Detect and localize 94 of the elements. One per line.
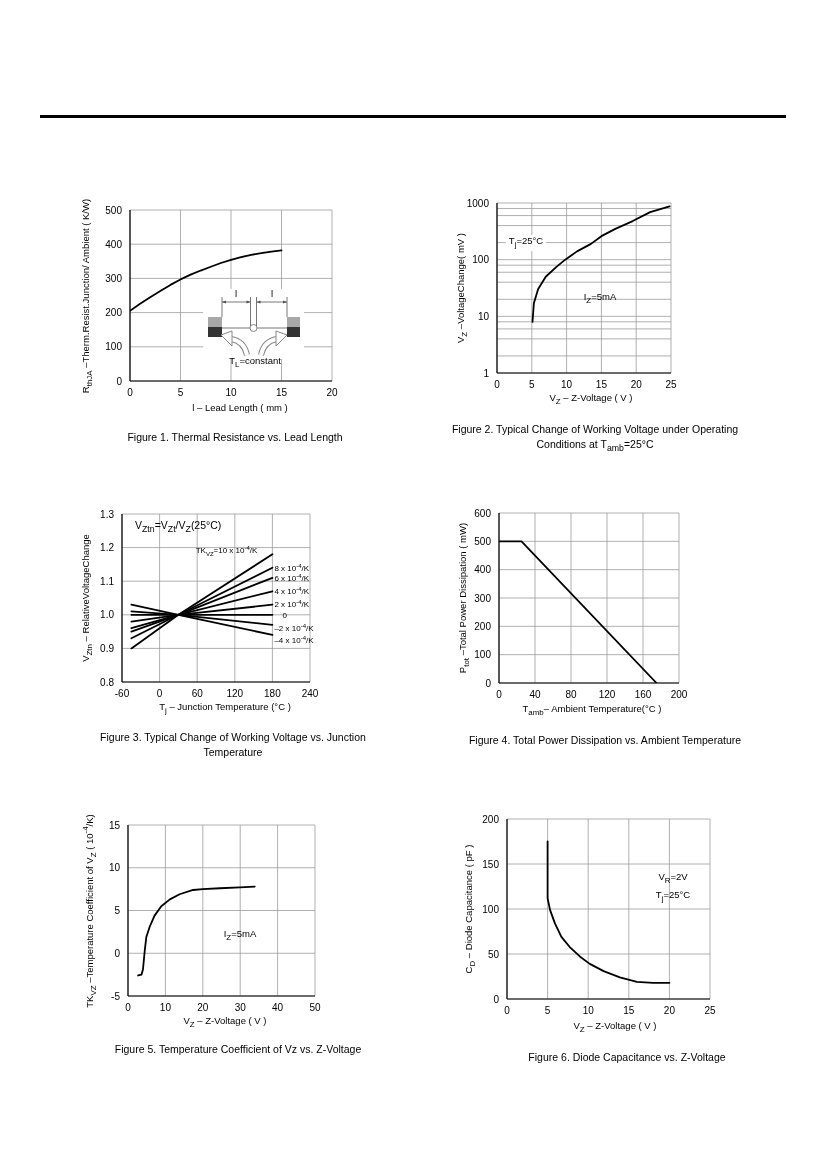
x-axis-title: V$_{Z}$ – Z-Voltage ( V ) — [183, 1015, 267, 1031]
y-tick-label: 10 — [477, 310, 490, 322]
y-tick-label: 0 — [485, 677, 492, 689]
x-tick-label: 20 — [197, 1002, 209, 1014]
x-tick-label: 5 — [529, 379, 536, 391]
x-tick-label: 20 — [663, 1005, 676, 1017]
y-tick-label: 1000 — [466, 197, 490, 209]
x-tick-label: 30 — [234, 1002, 247, 1014]
y-tick-label: 200 — [474, 620, 492, 632]
x-tick-label: 15 — [595, 379, 608, 391]
series-label: TK$_{VZ}$=10 x 10$^{-4}$/K — [195, 545, 259, 558]
x-tick-label: 10 — [225, 387, 237, 399]
x-tick-label: 0 — [504, 1005, 511, 1017]
series-label: 4 x 10$^{-4}$/K — [274, 586, 310, 597]
y-tick-label: 0 — [493, 993, 500, 1005]
series-label: 8 x 10$^{-4}$/K — [274, 562, 310, 573]
y-tick-label: 5 — [114, 905, 121, 917]
x-tick-label: 10 — [582, 1005, 595, 1017]
x-tick-label: 80 — [565, 689, 577, 701]
y-tick-label: 500 — [474, 535, 492, 547]
x-tick-label: 25 — [704, 1005, 716, 1017]
annotation: V$_{Ztn}$=V$_{Zt}$/V$_{Z}$(25°C) — [135, 518, 222, 536]
x-tick-label: 40 — [272, 1002, 284, 1014]
y-tick-label: 200 — [105, 307, 123, 319]
x-axis-title: V$_{Z}$ – Z-Voltage ( V ) — [573, 1020, 657, 1036]
annotation: T$_{j}$=25°C — [655, 889, 691, 905]
x-tick-label: 5 — [177, 387, 184, 399]
y-tick-label: 1.0 — [100, 609, 115, 621]
series-label: 2 x 10$^{-4}$/K — [274, 598, 310, 609]
x-axis-title: T$_{amb}$– Ambient Temperature(°C ) — [522, 703, 662, 719]
annotation: T$_{L}$=constant — [229, 355, 281, 371]
y-tick-label: 600 — [474, 507, 492, 519]
y-tick-label: 300 — [105, 272, 123, 284]
y-tick-label: 500 — [105, 204, 123, 216]
x-tick-label: 15 — [623, 1005, 635, 1017]
series-label: –4 x 10$^{-4}$/K — [274, 634, 315, 645]
annotation: I$_{Z}$=5mA — [583, 291, 617, 307]
y-tick-label: 400 — [105, 238, 123, 250]
x-tick-label: 0 — [127, 387, 134, 399]
x-tick-label: -60 — [114, 688, 130, 700]
y-tick-label: 100 — [472, 254, 490, 266]
y-tick-label: 1.1 — [100, 575, 115, 587]
y-tick-label: 300 — [474, 592, 492, 604]
x-tick-label: 60 — [191, 688, 204, 700]
text: Figure 1. Thermal Resistance vs. Lead Length — [126, 430, 344, 445]
y-tick-label: 1.2 — [100, 542, 115, 554]
y-tick-label: 100 — [105, 341, 123, 353]
x-tick-label: 20 — [326, 387, 338, 399]
x-tick-label: 5 — [544, 1005, 551, 1017]
y-tick-label: 100 — [474, 649, 492, 661]
x-axis-title: l – Lead Length ( mm ) — [192, 402, 288, 414]
y-tick-label: 15 — [108, 819, 121, 831]
series-label: 0 — [282, 610, 288, 620]
annotation: I$_{Z}$=5mA — [223, 928, 257, 944]
x-tick-label: 50 — [309, 1002, 321, 1014]
x-tick-label: 0 — [156, 688, 163, 700]
x-tick-label: 180 — [264, 688, 282, 700]
x-tick-label: 40 — [529, 689, 541, 701]
y-tick-label: 10 — [108, 862, 121, 874]
annotation: T$_{j}$=25°C — [505, 235, 547, 251]
y-tick-label: 0 — [114, 947, 121, 959]
text: Figure 5. Temperature Coefficient of Vz vs. Z-Voltage — [113, 1042, 363, 1057]
series-label: –2 x 10$^{-4}$/K — [274, 622, 315, 633]
x-tick-label: 120 — [226, 688, 244, 700]
x-tick-label: 10 — [159, 1002, 172, 1014]
y-tick-label: 0.8 — [100, 676, 115, 688]
y-tick-label: 400 — [474, 564, 492, 576]
text: Figure 4. Total Power Dissipation vs. Ambient Temperature — [467, 733, 743, 748]
y-tick-label: -5 — [111, 990, 121, 1002]
series-label: 6 x 10$^{-4}$/K — [274, 572, 310, 583]
x-tick-label: 25 — [665, 379, 677, 391]
text: Figure 3. Typical Change of Working Voltage vs. Junction Temperature — [99, 730, 367, 760]
x-tick-label: 20 — [630, 379, 643, 391]
x-tick-label: 15 — [275, 387, 288, 399]
y-tick-label: 100 — [482, 903, 500, 915]
y-tick-label: 200 — [482, 813, 500, 825]
annotation: V$_{R}$=2V — [658, 871, 688, 887]
x-tick-label: 10 — [561, 379, 573, 391]
x-tick-label: 200 — [670, 689, 688, 701]
text: Figure 2. Typical Change of Working Voltage under Operating Conditions at T$_{amb}$=25°C — [450, 422, 740, 456]
x-tick-label: 0 — [125, 1002, 132, 1014]
y-tick-label: 1 — [483, 367, 490, 379]
x-tick-label: 120 — [598, 689, 616, 701]
y-tick-label: 50 — [487, 948, 500, 960]
y-tick-label: 150 — [482, 858, 500, 870]
annotation: l — [234, 288, 238, 300]
x-tick-label: 240 — [301, 688, 319, 700]
x-axis-title: V$_{Z}$ – Z-Voltage ( V ) — [549, 392, 633, 408]
text: Figure 6. Diode Capacitance vs. Z-Voltage — [527, 1050, 727, 1065]
x-tick-label: 160 — [634, 689, 652, 701]
x-axis-title: T$_{j}$ – Junction Temperature (°C ) — [159, 701, 291, 717]
y-tick-label: 0.9 — [100, 642, 115, 654]
annotation: l — [270, 288, 274, 300]
y-tick-label: 1.3 — [100, 508, 115, 520]
